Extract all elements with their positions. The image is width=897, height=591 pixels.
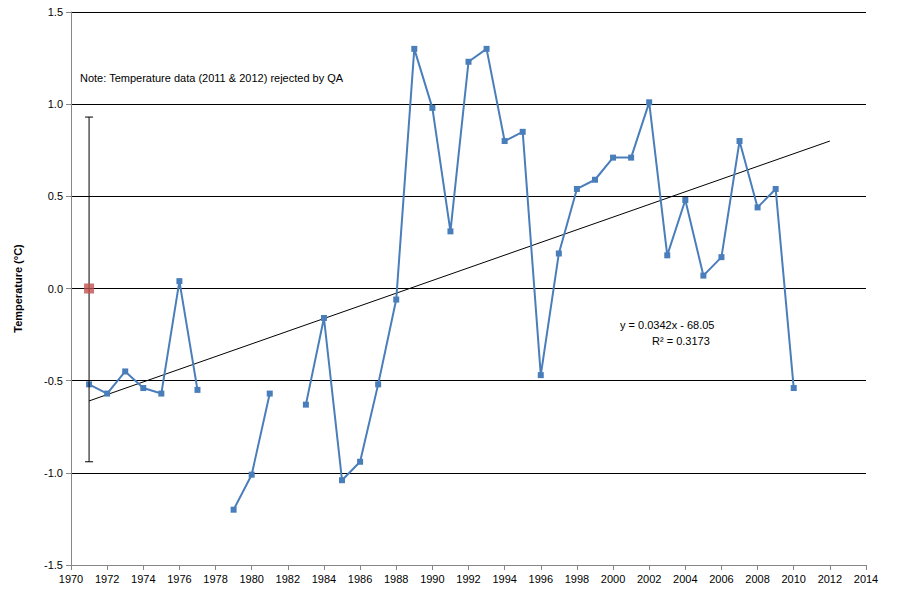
svg-text:2010: 2010 <box>781 573 805 585</box>
svg-text:2002: 2002 <box>637 573 661 585</box>
svg-text:2012: 2012 <box>818 573 842 585</box>
svg-text:Note: Temperature data (2011 &: Note: Temperature data (2011 & 2012) rej… <box>80 72 344 84</box>
svg-text:1990: 1990 <box>420 573 444 585</box>
svg-text:1978: 1978 <box>203 573 227 585</box>
svg-text:1980: 1980 <box>239 573 263 585</box>
svg-text:-0.5: -0.5 <box>44 375 63 387</box>
svg-text:0.5: 0.5 <box>48 190 63 202</box>
svg-text:1970: 1970 <box>59 573 83 585</box>
svg-text:R² = 0.3173: R² = 0.3173 <box>652 335 710 347</box>
svg-text:y = 0.0342x - 68.05: y = 0.0342x - 68.05 <box>620 319 714 331</box>
svg-text:2014: 2014 <box>854 573 878 585</box>
svg-text:1984: 1984 <box>312 573 336 585</box>
svg-text:1988: 1988 <box>384 573 408 585</box>
svg-text:1982: 1982 <box>276 573 300 585</box>
svg-text:1992: 1992 <box>456 573 480 585</box>
svg-text:1996: 1996 <box>529 573 553 585</box>
svg-text:2004: 2004 <box>673 573 697 585</box>
svg-text:-1.5: -1.5 <box>44 559 63 571</box>
svg-text:1.5: 1.5 <box>48 6 63 18</box>
svg-text:1974: 1974 <box>131 573 155 585</box>
svg-text:2006: 2006 <box>709 573 733 585</box>
svg-text:1.0: 1.0 <box>48 98 63 110</box>
svg-text:0.0: 0.0 <box>48 283 63 295</box>
svg-text:2000: 2000 <box>601 573 625 585</box>
svg-text:2008: 2008 <box>745 573 769 585</box>
svg-text:1994: 1994 <box>492 573 516 585</box>
svg-text:1998: 1998 <box>565 573 589 585</box>
svg-text:1972: 1972 <box>95 573 119 585</box>
svg-text:-1.0: -1.0 <box>44 467 63 479</box>
svg-text:Temperature (°C): Temperature (°C) <box>12 244 24 333</box>
svg-text:1976: 1976 <box>167 573 191 585</box>
svg-text:1986: 1986 <box>348 573 372 585</box>
